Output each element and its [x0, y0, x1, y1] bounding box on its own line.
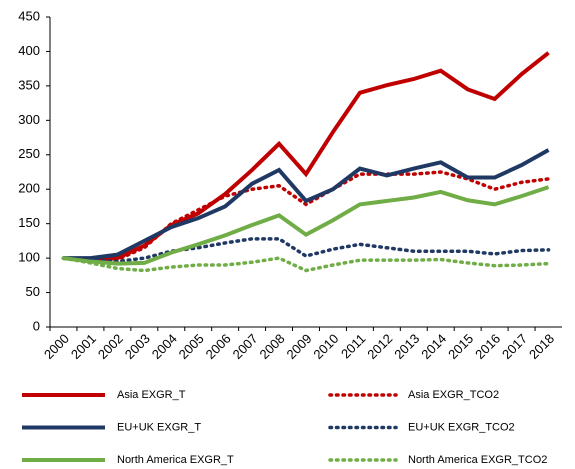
x-tick-label: 2000 — [41, 331, 72, 362]
x-tick-label: 2018 — [526, 331, 557, 362]
legend-label: Asia EXGR_TCO2 — [408, 389, 499, 401]
series-line — [63, 51, 550, 263]
x-tick-label: 2010 — [310, 331, 341, 362]
y-tick-label: 250 — [18, 146, 40, 161]
legend-label: North America EXGR_T — [117, 454, 234, 466]
x-tick-label: 2006 — [203, 331, 234, 362]
legend-label: North America EXGR_TCO2 — [408, 454, 547, 466]
legend-label: EU+UK EXGR_T — [117, 421, 201, 433]
x-tick-label: 2014 — [418, 331, 449, 362]
series-line — [61, 256, 551, 273]
y-tick-label: 450 — [18, 8, 40, 23]
x-tick-label: 2002 — [95, 331, 126, 362]
y-tick-label: 50 — [26, 284, 40, 299]
y-tick-label: 150 — [18, 215, 40, 230]
legend-label: EU+UK EXGR_TCO2 — [408, 421, 515, 433]
y-tick-label: 100 — [18, 250, 40, 265]
x-tick-label: 2007 — [230, 331, 261, 362]
x-tick-label: 2008 — [257, 331, 288, 362]
x-tick-label: 2015 — [445, 331, 476, 362]
x-tick-label: 2001 — [68, 331, 99, 362]
series-line — [63, 148, 550, 261]
x-tick-label: 2013 — [391, 331, 422, 362]
y-tick-label: 0 — [33, 318, 40, 333]
y-tick-label: 350 — [18, 77, 40, 92]
y-tick-label: 200 — [18, 181, 40, 196]
x-tick-label: 2011 — [338, 331, 368, 361]
legend-label: Asia EXGR_T — [117, 389, 186, 401]
series-line — [63, 185, 550, 266]
x-tick-label: 2003 — [122, 331, 153, 362]
series-line — [61, 237, 551, 264]
x-tick-label: 2009 — [283, 331, 314, 362]
x-tick-label: 2012 — [364, 331, 395, 362]
y-tick-label: 300 — [18, 112, 40, 127]
x-tick-label: 2017 — [499, 331, 530, 362]
y-tick-label: 400 — [18, 43, 40, 58]
x-tick-label: 2004 — [149, 331, 180, 362]
x-tick-label: 2016 — [472, 331, 503, 362]
x-tick-label: 2005 — [176, 331, 207, 362]
